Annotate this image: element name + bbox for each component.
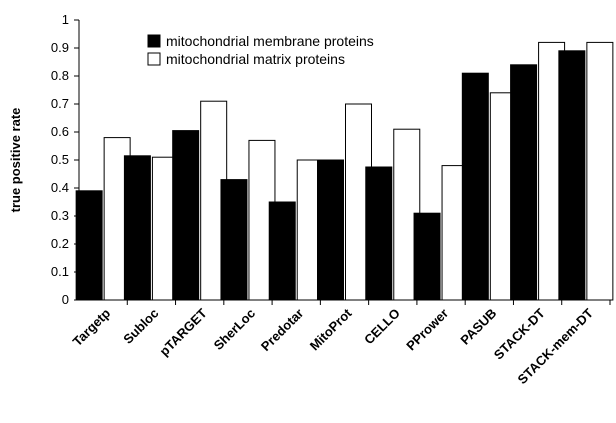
y-tick-label: 0.9 xyxy=(51,40,69,55)
bar-membrane-5 xyxy=(317,159,344,301)
y-tick-label: 0.3 xyxy=(51,208,69,223)
y-tick-label: 1 xyxy=(62,12,69,27)
x-tick-label: PASUB xyxy=(457,306,499,348)
bar-membrane-7 xyxy=(413,212,441,301)
x-tick-label: Subloc xyxy=(120,306,161,347)
y-tick-label: 0 xyxy=(62,292,69,307)
legend-label-matrix: mitochondrial matrix proteins xyxy=(166,51,345,67)
legend: mitochondrial membrane proteins mitochond… xyxy=(147,33,374,67)
bar-membrane-6 xyxy=(365,166,393,301)
y-tick-label: 0.1 xyxy=(51,264,69,279)
y-axis-title: true positive rate xyxy=(8,108,23,213)
y-tick-label: 0.7 xyxy=(51,96,69,111)
x-tick-label: Predotar xyxy=(258,306,306,354)
bar-matrix-10 xyxy=(586,41,614,301)
bar-membrane-0 xyxy=(75,190,103,301)
bar-membrane-2 xyxy=(172,130,200,301)
legend-label-membrane: mitochondrial membrane proteins xyxy=(166,33,374,49)
y-tick-label: 0.5 xyxy=(51,152,69,167)
x-tick-label: pTARGET xyxy=(156,305,209,358)
y-axis-ticks: 0 0.1 0.2 0.3 0.4 0.5 0.6 0.7 0.8 0.9 1 xyxy=(51,12,79,307)
x-tick-label: PPrower xyxy=(403,306,451,354)
x-tick-label: CELLO xyxy=(361,306,403,348)
bar-membrane-3 xyxy=(220,179,248,301)
x-tick-label: SherLoc xyxy=(211,306,258,353)
x-tick-label: Targetp xyxy=(70,305,114,349)
bar-membrane-9 xyxy=(510,64,538,301)
bar-membrane-10 xyxy=(558,50,586,301)
legend-swatch-matrix xyxy=(147,52,161,66)
y-tick-label: 0.8 xyxy=(51,68,69,83)
y-tick-label: 0.4 xyxy=(51,180,69,195)
bar-membrane-8 xyxy=(461,72,489,301)
bars xyxy=(75,41,614,305)
legend-swatch-membrane xyxy=(147,34,161,48)
y-tick-label: 0.2 xyxy=(51,236,69,251)
bar-membrane-1 xyxy=(123,155,151,301)
y-tick-label: 0.6 xyxy=(51,124,69,139)
x-tick-label: MitoProt xyxy=(307,305,355,353)
bar-membrane-4 xyxy=(268,201,296,301)
